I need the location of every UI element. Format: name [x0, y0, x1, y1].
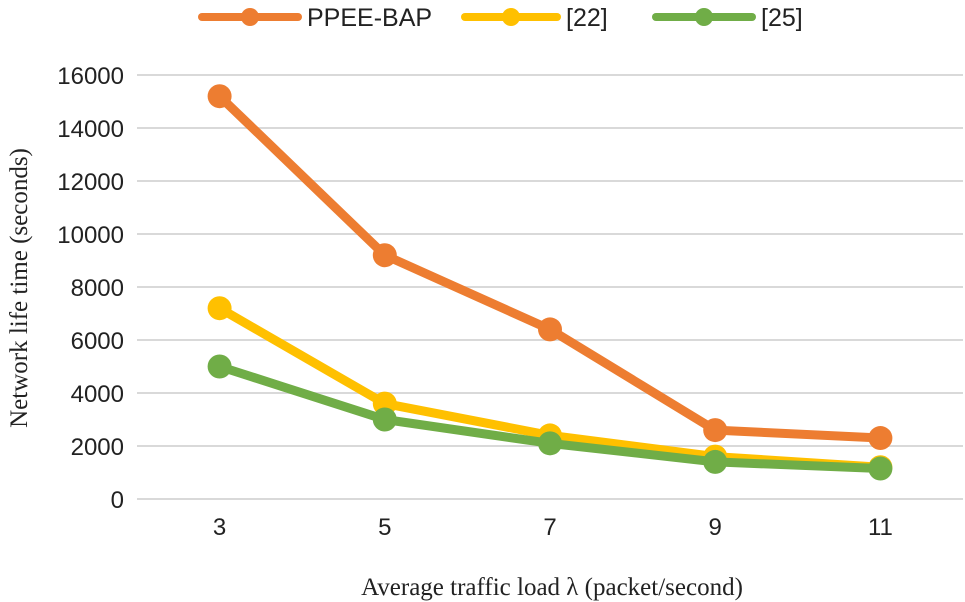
y-tick-label-2000: 2000: [71, 434, 124, 461]
y-tick-label-10000: 10000: [57, 222, 124, 249]
series-layer: [207, 84, 893, 481]
x-tick-label-9: 9: [709, 514, 722, 541]
y-tick-label-14000: 14000: [57, 116, 124, 143]
y-tick-label-0: 0: [111, 487, 124, 514]
data-point-ppee-bap-x11: [868, 426, 893, 451]
legend-item-22: [22]: [461, 4, 608, 32]
x-tick-label-11: 11: [868, 514, 893, 541]
series-ppee-bap: [207, 84, 893, 451]
data-point-25-x3: [207, 354, 232, 379]
y-tick-label-12000: 12000: [57, 169, 124, 196]
data-point-ppee-bap-x7: [538, 317, 562, 342]
data-point-ppee-bap-x3: [207, 84, 232, 109]
series-line-ppee-bap: [215, 91, 885, 443]
x-tick-label-5: 5: [378, 514, 391, 541]
data-point-25-x5: [372, 407, 397, 432]
data-point-25-x11: [868, 456, 893, 481]
legend-item-ppee-bap: PPEE-BAP: [198, 4, 432, 32]
legend-marker-22: [502, 8, 520, 26]
y-tick-label-4000: 4000: [71, 381, 124, 408]
data-point-ppee-bap-x5: [372, 243, 397, 268]
y-tick-label-16000: 16000: [57, 63, 124, 90]
data-point-22-x3: [207, 296, 232, 321]
legend-marker-25: [695, 8, 713, 26]
x-tick-label-3: 3: [213, 514, 226, 541]
x-tick-label-7: 7: [543, 514, 556, 541]
x-axis-tick-labels: 3 5 7 9 11: [213, 514, 893, 541]
legend-label-22: [22]: [566, 4, 608, 32]
legend-marker-ppee-bap: [241, 8, 259, 26]
series-25: [207, 354, 893, 481]
data-point-25-x9: [703, 449, 728, 474]
y-axis-title: Network life time (seconds): [6, 148, 33, 428]
data-point-ppee-bap-x9: [703, 418, 728, 443]
y-axis-tick-labels: 0 2000 4000 6000 8000 10000 12000 14000 16000: [57, 63, 124, 514]
legend-item-25: [25]: [652, 4, 803, 32]
y-tick-label-6000: 6000: [71, 328, 124, 355]
legend: PPEE-BAP [22] [25]: [198, 4, 803, 32]
data-point-25-x7: [538, 431, 562, 456]
x-axis-title: Average traffic load λ (packet/second): [361, 574, 743, 601]
legend-label-25: [25]: [761, 4, 803, 32]
legend-label-ppee-bap: PPEE-BAP: [307, 4, 432, 32]
y-tick-label-8000: 8000: [71, 275, 124, 302]
